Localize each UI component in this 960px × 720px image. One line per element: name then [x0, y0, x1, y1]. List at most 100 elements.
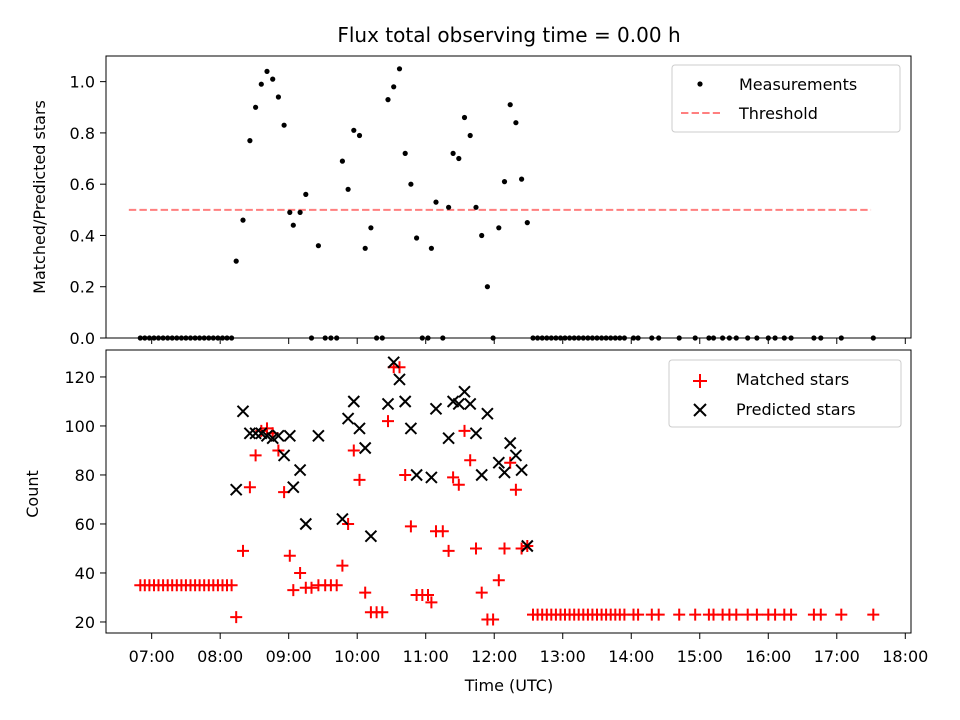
predicted-star-point	[475, 468, 488, 482]
matched-star-point	[867, 608, 880, 621]
predicted-star-point	[229, 483, 243, 496]
predicted-star-point	[364, 529, 378, 543]
legend-threshold-label: Threshold	[738, 104, 818, 123]
matched-star-point	[382, 415, 394, 428]
measurement-point	[385, 97, 391, 103]
matched-star-point	[436, 525, 449, 538]
predicted-star-point	[381, 397, 395, 411]
matched-star-point	[359, 586, 372, 599]
y-tick-label: 0.4	[70, 226, 95, 245]
y-tick-label: 0.2	[70, 278, 95, 297]
chart-title: Flux total observing time = 0.00 h	[337, 23, 680, 47]
matched-star-point	[237, 544, 249, 557]
matched-star-point	[442, 544, 455, 557]
measurement-point	[356, 132, 363, 139]
measurement-point	[362, 245, 368, 251]
matched-star-point	[452, 478, 465, 491]
measurement-point	[461, 114, 468, 121]
y-tick-label: 100	[64, 417, 95, 436]
bottom-marks	[134, 356, 880, 626]
matched-star-point	[249, 449, 262, 462]
measurement-point	[433, 199, 439, 205]
predicted-star-point	[387, 356, 400, 369]
measurement-point	[368, 225, 374, 231]
matched-star-point	[283, 549, 296, 562]
measurement-point	[456, 155, 462, 162]
x-tick-label: 17:00	[814, 647, 860, 666]
measurement-point	[519, 176, 525, 182]
matched-star-point	[330, 579, 343, 592]
predicted-star-point	[509, 449, 523, 462]
measurement-point	[513, 120, 519, 126]
predicted-star-point	[498, 466, 511, 479]
matched-star-point	[399, 469, 412, 481]
measurement-point	[414, 235, 420, 241]
predicted-star-point	[410, 468, 423, 482]
measurement-point	[297, 209, 303, 215]
top-axes-frame	[105, 55, 912, 339]
measurement-point	[345, 186, 351, 192]
x-tick-label: 16:00	[745, 647, 791, 666]
measurement-point	[484, 284, 490, 290]
matched-star-point	[835, 608, 848, 621]
predicted-star-point	[463, 397, 477, 411]
x-tick-label: 08:00	[197, 647, 243, 666]
bottom-y-ticks: 20 40 60 80 100 120	[64, 368, 106, 632]
top-legend[interactable]: Measurements Threshold	[671, 64, 901, 133]
y-tick-label: 20	[75, 613, 95, 632]
predicted-star-point	[353, 422, 366, 435]
predicted-star-point	[393, 373, 406, 386]
matched-star-point	[347, 444, 360, 457]
predicted-star-point	[503, 436, 517, 450]
measurement-point	[351, 127, 357, 133]
matched-star-point	[404, 520, 417, 533]
measurement-point	[524, 220, 530, 226]
matched-star-point	[464, 454, 477, 467]
y-tick-label: 120	[64, 368, 95, 387]
predicted-star-point	[277, 449, 291, 462]
predicted-star-point	[515, 463, 528, 477]
predicted-star-point	[458, 385, 471, 398]
predicted-star-point	[398, 395, 412, 408]
matched-star-point	[689, 608, 702, 621]
y-tick-label: 60	[75, 515, 95, 534]
matched-star-point	[336, 559, 349, 572]
predicted-star-point	[336, 512, 349, 526]
matched-star-point	[652, 608, 665, 621]
matched-star-point	[492, 574, 505, 587]
bottom-y-axis-label: Count	[23, 470, 42, 518]
bottom-legend[interactable]: Matched stars Predicted stars	[668, 359, 902, 428]
y-tick-label: 1.0	[70, 73, 95, 92]
top-y-ticks: 0.0 0.2 0.4 0.6 0.8 1.0	[70, 73, 106, 348]
predicted-star-point	[347, 395, 361, 408]
measurement-point	[473, 204, 479, 210]
matched-star-point	[422, 589, 434, 601]
measurement-point	[428, 245, 434, 251]
legend-measurements-label: Measurements	[739, 75, 857, 94]
measurement-point	[450, 150, 456, 156]
matched-star-point	[730, 608, 743, 621]
y-tick-label: 40	[75, 564, 95, 583]
bottom-axes-frame	[105, 349, 912, 634]
x-tick-label: 15:00	[677, 647, 723, 666]
predicted-star-point	[442, 431, 455, 445]
measurement-point	[270, 76, 276, 82]
predicted-star-point	[358, 441, 372, 455]
predicted-star-point	[425, 471, 438, 484]
predicted-star-point	[492, 456, 506, 469]
legend-predicted-label: Predicted stars	[736, 400, 856, 419]
predicted-star-point	[429, 402, 443, 416]
matched-star-point	[504, 456, 517, 469]
top-x-ticks	[151, 338, 906, 344]
matched-star-point	[785, 608, 798, 621]
matched-star-point	[243, 481, 256, 494]
matched-star-point	[225, 579, 238, 592]
legend-predicted-marker	[693, 403, 707, 417]
x-tick-label: 14:00	[608, 647, 654, 666]
measurement-point	[240, 217, 246, 223]
measurement-point	[396, 66, 403, 72]
x-tick-label: 09:00	[266, 647, 312, 666]
predicted-star-point	[272, 429, 285, 443]
matched-star-point	[287, 584, 300, 597]
